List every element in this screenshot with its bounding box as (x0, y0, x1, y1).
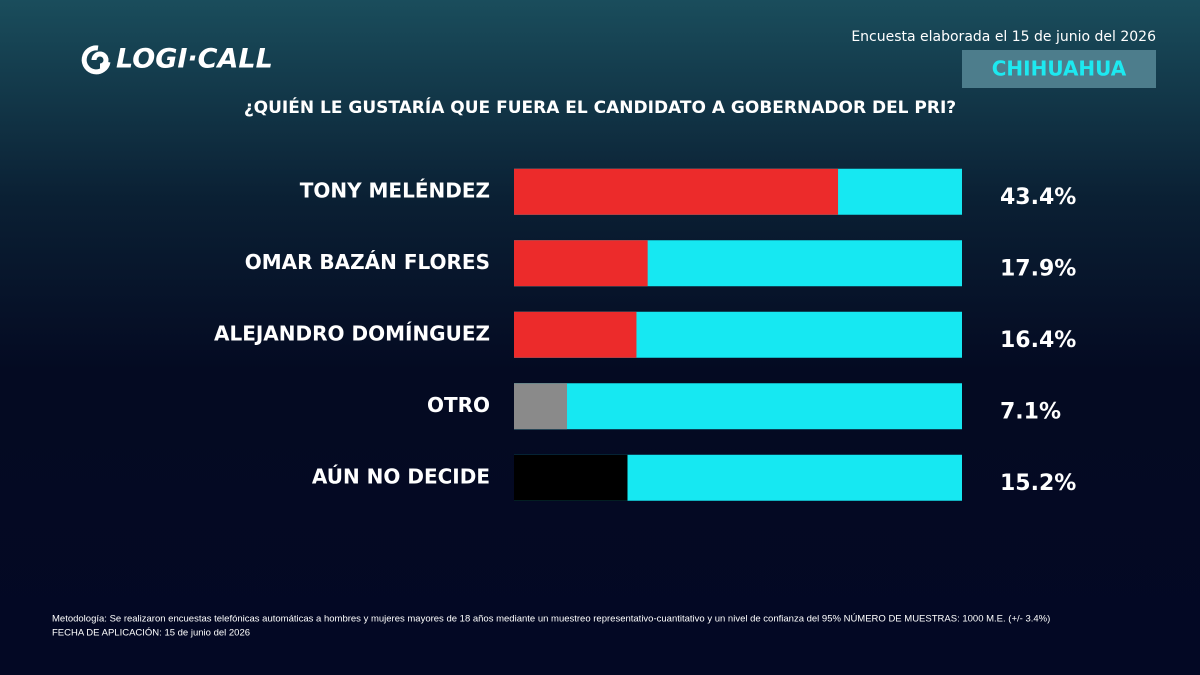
chart-title: ¿QUIÉN LE GUSTARÍA QUE FUERA EL CANDIDAT… (244, 96, 956, 118)
bar (514, 311, 637, 358)
bar (514, 454, 628, 501)
category-label: OMAR BAZÁN FLORES (245, 250, 490, 274)
footnote: Metodología: Se realizaron encuestas tel… (52, 614, 1050, 625)
value-label: 16.4% (1000, 328, 1076, 353)
region: CHIHUAHUA (992, 57, 1127, 81)
logo-icon (81, 45, 111, 75)
bar (514, 168, 839, 215)
value-label: 15.2% (1000, 471, 1076, 496)
footnote: FECHA DE APLICACIÓN: 15 de junio del 202… (52, 628, 250, 639)
logo: LOGI·CALL (116, 44, 273, 75)
survey-date: Encuesta elaborada el 15 de junio del 20… (851, 29, 1156, 45)
category-label: AÚN NO DECIDE (312, 464, 490, 488)
bar (514, 383, 568, 430)
value-label: 17.9% (1000, 256, 1076, 281)
category-label: OTRO (427, 393, 490, 417)
value-label: 7.1% (1000, 399, 1061, 424)
category-label: TONY MELÉNDEZ (300, 178, 490, 202)
category-label: ALEJANDRO DOMÍNGUEZ (214, 321, 490, 345)
value-label: 43.4% (1000, 185, 1076, 210)
region-box (962, 50, 1156, 88)
bar (514, 240, 648, 287)
bar-track (514, 383, 962, 430)
